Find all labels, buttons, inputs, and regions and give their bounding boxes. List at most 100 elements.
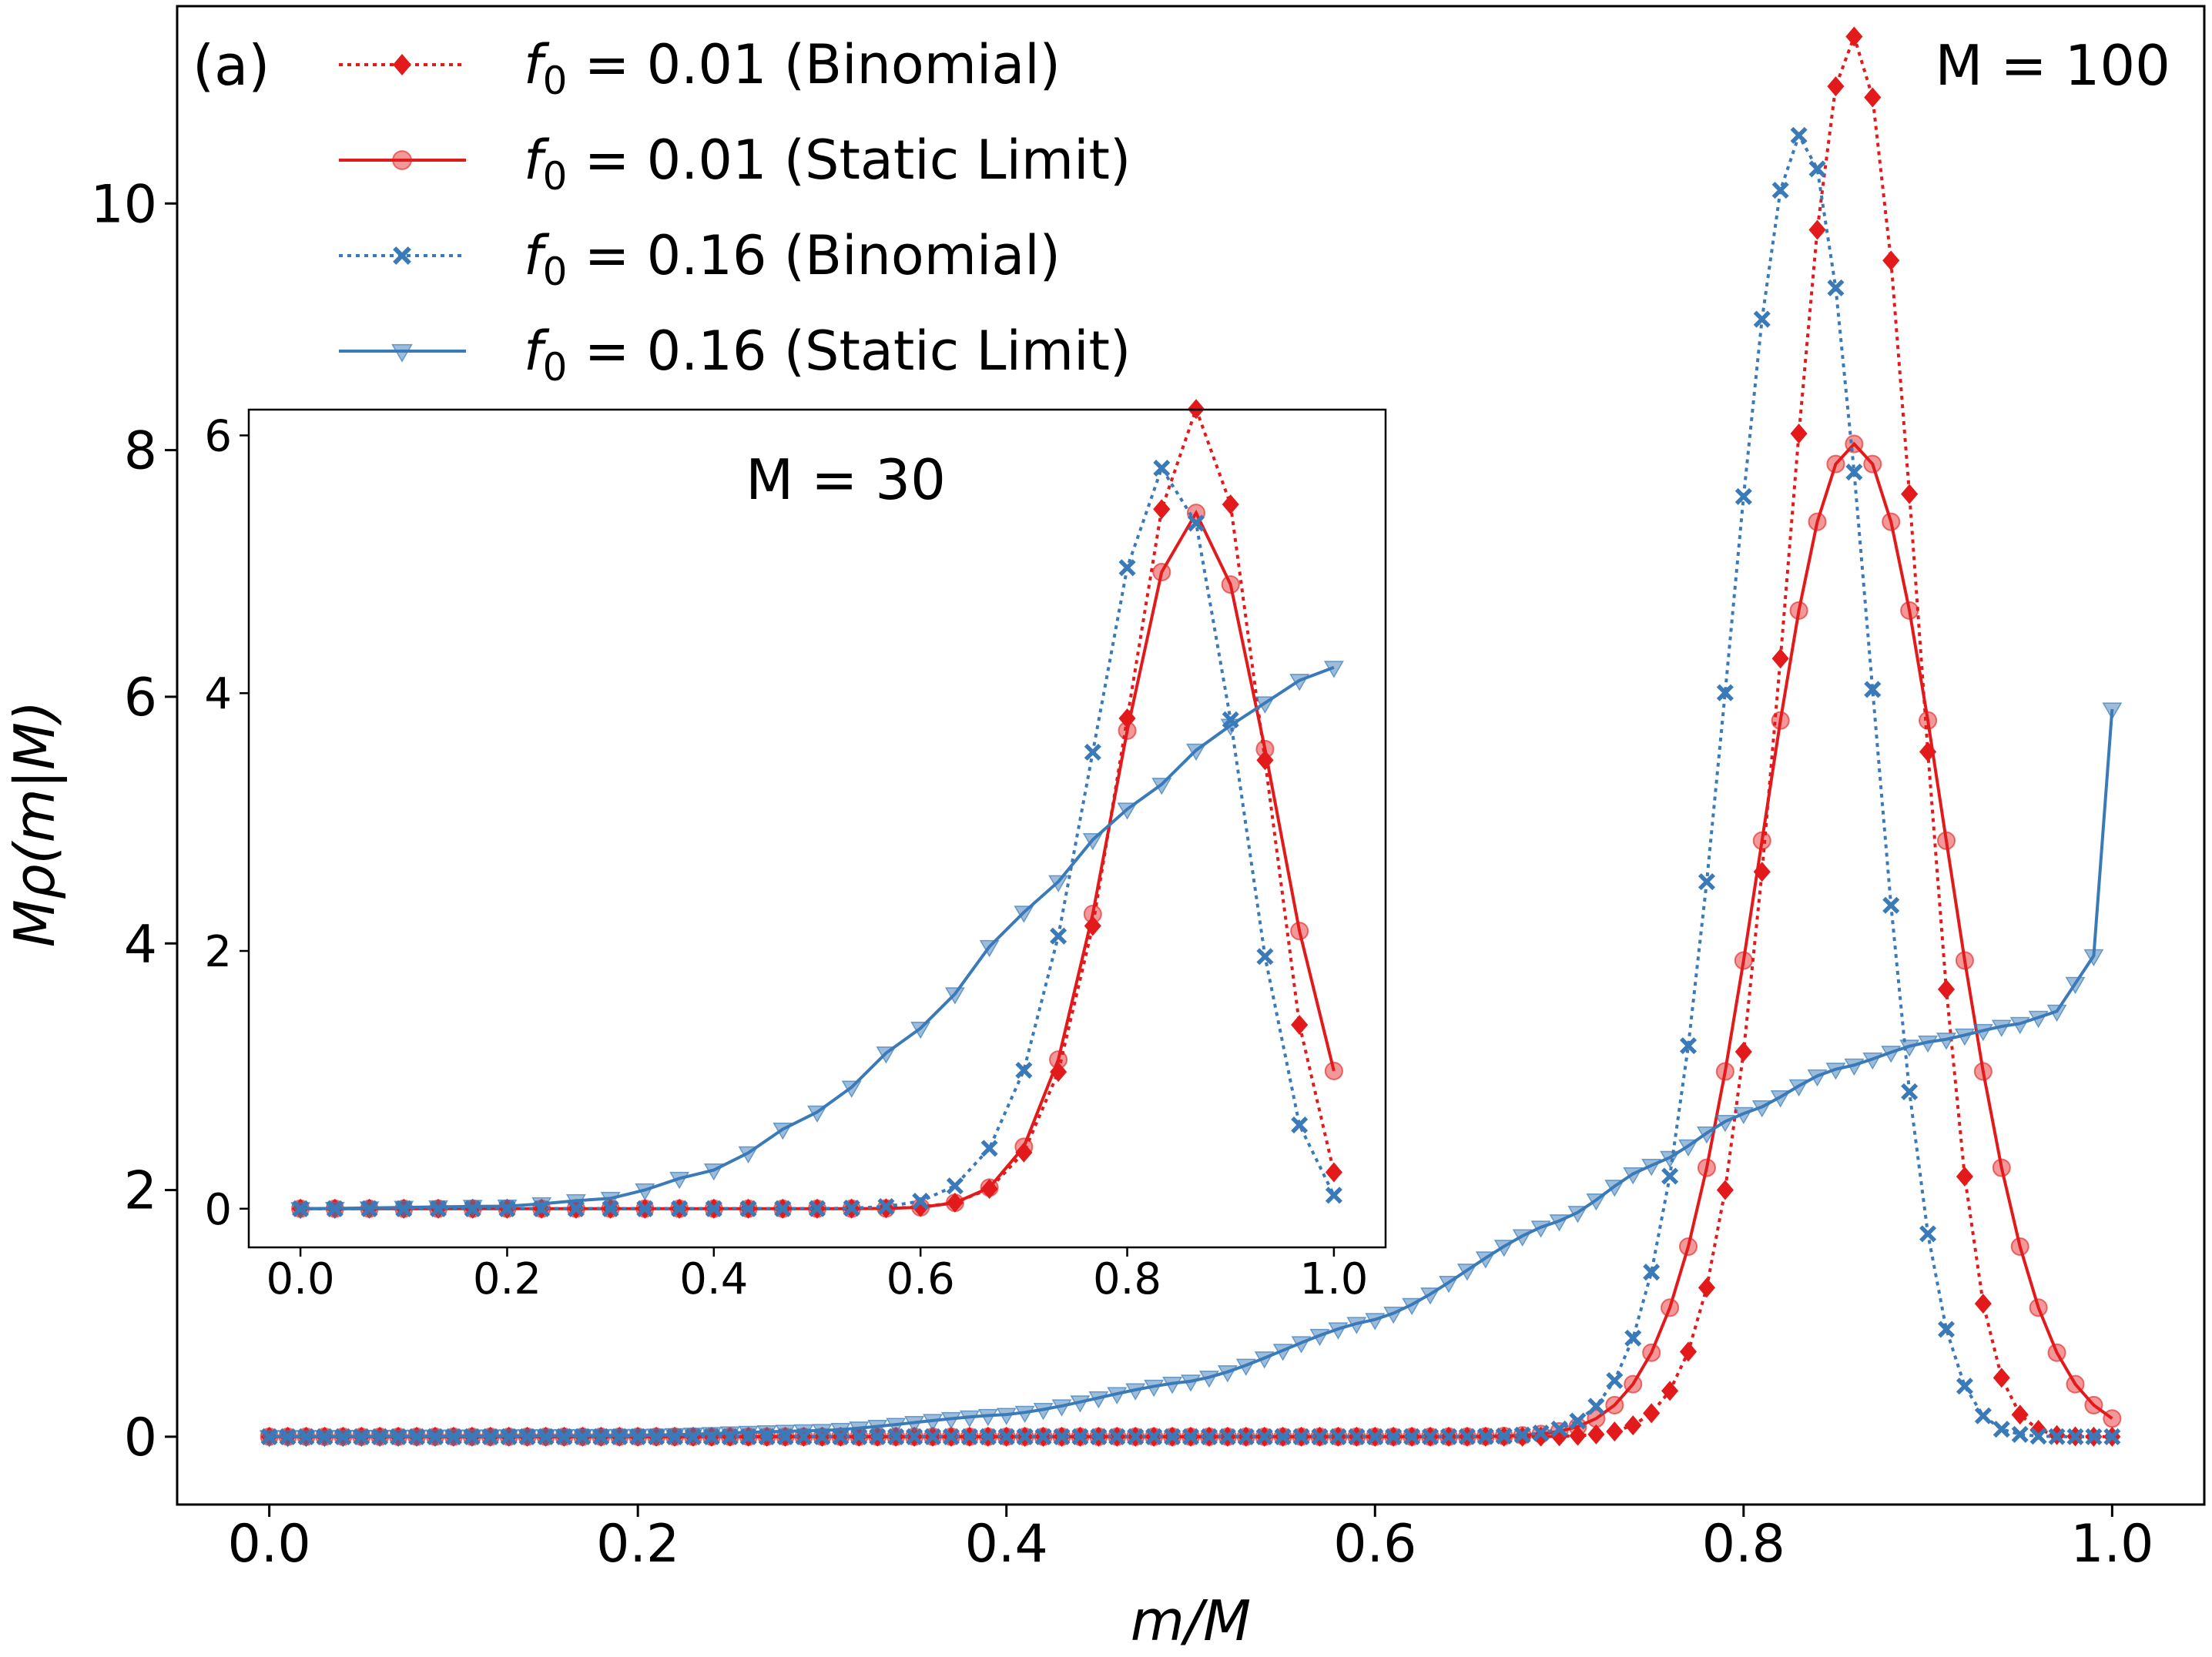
main-point-f016_binomial (1882, 896, 1900, 914)
main-point-f001_static (1624, 1374, 1643, 1394)
main-point-f016_static (1936, 1033, 1957, 1050)
y-axis-label: Mρ(m|M) (2, 701, 68, 948)
main-point-f016_binomial (1698, 873, 1715, 891)
main-point-f016_static (756, 1425, 777, 1443)
inset-y-tick-label: 0 (204, 1185, 232, 1235)
main-point-f001_static (2084, 1395, 2103, 1414)
main-point-f016_static (591, 1428, 612, 1447)
main-point-f016_static (554, 1429, 575, 1447)
main-point-f016_binomial (1016, 1428, 1034, 1445)
main-point-f001_binomial (1845, 26, 1863, 47)
main-point-f016_static (1623, 1167, 1644, 1185)
inset-point-f016_static (1048, 875, 1069, 892)
inset-point-f001_static (1290, 922, 1309, 941)
main-point-f016_static (1180, 1374, 1202, 1392)
inset-point-f016_static (669, 1171, 690, 1190)
main-point-f016_static (277, 1430, 298, 1448)
legend-label: f0 = 0.16 (Static Limit) (524, 320, 1131, 390)
inset-point-f016_static (635, 1183, 655, 1201)
main-point-f001_static (1661, 1298, 1680, 1317)
main-point-f016_static (1788, 1079, 1809, 1097)
main-point-f016_binomial (1827, 279, 1845, 296)
main-point-f016_static (1954, 1028, 1975, 1046)
main-point-f001_static (1752, 831, 1771, 850)
inset-point-f001_binomial (1153, 499, 1171, 520)
inset-point-f016_static (1220, 718, 1241, 736)
inset-point-f016_static (876, 1046, 897, 1064)
main-point-f001_static (1715, 1062, 1734, 1081)
main-point-f016_static (388, 1429, 409, 1448)
main-point-f016_static (1567, 1206, 1588, 1224)
inset-point-f001_binomial (1291, 1014, 1309, 1035)
inset-point-f001_binomial (1325, 1162, 1342, 1183)
main-point-f001_static (1936, 831, 1956, 850)
main-point-f016_static (849, 1421, 870, 1439)
main-point-f016_static (296, 1430, 317, 1448)
main-point-f016_binomial (1127, 1428, 1145, 1445)
main-point-f016_binomial (1643, 1264, 1661, 1281)
inset-point-f016_static (703, 1163, 724, 1181)
main-point-f001_binomial (1587, 1424, 1605, 1444)
main-point-f016_binomial (1569, 1412, 1587, 1430)
main-x-tick-label: 0.2 (596, 1514, 679, 1575)
main-point-f016_static (977, 1408, 998, 1427)
main-point-f001_binomial (1901, 484, 1919, 504)
main-point-f001_binomial (1679, 1341, 1698, 1362)
main-point-f016_binomial (1090, 1428, 1108, 1445)
main-point-f001_static (2066, 1374, 2085, 1394)
main-point-f016_binomial (1108, 1428, 1126, 1445)
inset-point-f016_static (290, 1202, 311, 1220)
main-point-f016_static (1844, 1058, 1865, 1076)
main-point-f016_static (830, 1423, 851, 1441)
inset-point-f001_static (1118, 721, 1137, 740)
main-point-f016_binomial (1956, 1377, 1973, 1395)
main-point-f016_binomial (2103, 1428, 2121, 1445)
legend-entry-f016_binomial: f0 = 0.16 (Binomial) (339, 224, 1061, 294)
main-x-tick-label: 0.0 (228, 1514, 311, 1575)
main-point-f016_static (646, 1428, 667, 1446)
inset-point-f016_binomial (1084, 743, 1101, 761)
inset-point-f016_binomial (1187, 514, 1205, 532)
legend-marker (391, 343, 413, 363)
main-point-f001_binomial (1974, 1294, 1992, 1314)
legend-marker (393, 54, 411, 75)
inset-annotation: M = 30 (746, 447, 946, 512)
main-point-f001_static (1678, 1237, 1698, 1257)
main-point-f001_static (1734, 951, 1753, 970)
main-point-f016_binomial (1532, 1424, 1550, 1442)
main-point-f016_static (923, 1414, 943, 1431)
main-point-f016_static (1144, 1379, 1165, 1398)
main-point-f016_static (1033, 1402, 1054, 1421)
main-point-f016_static (1088, 1391, 1109, 1409)
inset-plot: 0.0 0.2 0.4 0.6 0.8 1.0 0 2 4 6 M = 30 (204, 399, 1387, 1304)
inset-x-tick-label: 0.8 (1093, 1254, 1161, 1304)
main-point-f001_static (1863, 454, 1882, 474)
main-point-f016_binomial (1255, 1428, 1273, 1445)
main-point-f016_binomial (2085, 1428, 2103, 1445)
main-point-f016_static (701, 1427, 722, 1444)
main-point-f016_binomial (1901, 1083, 1919, 1100)
inset-point-f001_static (1014, 1137, 1034, 1157)
main-point-f001_binomial (1864, 87, 1882, 108)
main-point-f016_static (1660, 1150, 1681, 1169)
main-point-f016_binomial (1680, 1037, 1698, 1055)
main-y-tick-label: 8 (124, 421, 157, 482)
main-point-f001_static (1955, 951, 1974, 970)
inset-point-f016_static (841, 1080, 862, 1098)
main-point-f016_binomial (1513, 1426, 1531, 1444)
main-point-f016_static (1696, 1126, 1717, 1144)
main-point-f016_static (2028, 1010, 2049, 1029)
main-point-f016_binomial (1439, 1428, 1458, 1445)
main-point-f016_static (1604, 1180, 1625, 1197)
main-point-f016_static (259, 1430, 280, 1448)
main-point-f016_static (1198, 1371, 1219, 1388)
main-y-axis: 0 2 4 6 8 10 (90, 174, 177, 1468)
main-point-f016_static (1125, 1383, 1146, 1401)
main-point-f016_binomial (1164, 1428, 1181, 1445)
inset-point-f001_static (1255, 739, 1275, 759)
legend-entry-f001_binomial: f0 = 0.01 (Binomial) (339, 33, 1061, 103)
inset-point-f016_binomial (1325, 1187, 1342, 1204)
main-point-f001_binomial (1992, 1367, 2010, 1388)
